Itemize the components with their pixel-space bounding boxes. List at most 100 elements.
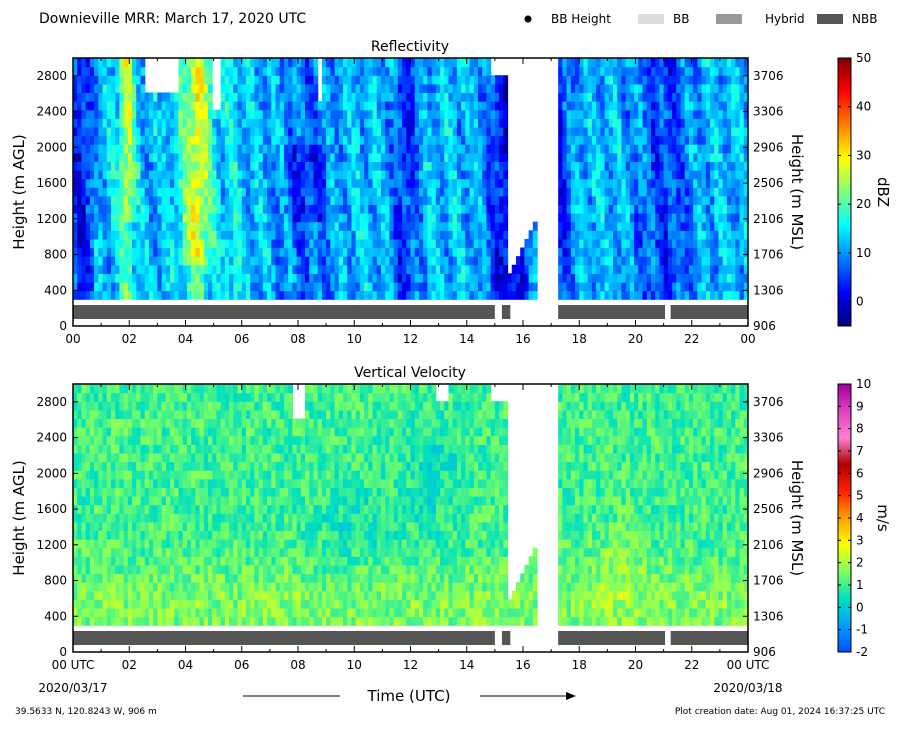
reflectivity-cell [136,291,141,300]
reflectivity-cell [533,265,538,274]
reflectivity-cell [676,230,681,239]
vertical-velocity-cell [128,530,133,539]
vertical-velocity-cell [162,384,167,393]
reflectivity-cell [136,256,141,265]
reflectivity-cell [457,291,462,300]
reflectivity-cell [714,222,719,231]
reflectivity-cell [81,256,86,265]
reflectivity-cell [478,110,483,119]
reflectivity-cell [478,248,483,257]
reflectivity-cell [377,239,382,248]
reflectivity-cell [284,84,289,93]
reflectivity-cell [246,92,251,101]
reflectivity-cell [204,161,209,170]
vertical-velocity-cell [157,427,162,436]
reflectivity-cell [381,282,386,291]
reflectivity-cell [246,213,251,222]
reflectivity-cell [571,161,576,170]
vertical-velocity-cell [111,530,116,539]
reflectivity-cell [292,239,297,248]
reflectivity-cell [444,179,449,188]
reflectivity-cell [562,127,567,136]
reflectivity-cell [596,248,601,257]
reflectivity-cell [124,291,129,300]
reflectivity-cell [571,67,576,76]
reflectivity-cell [149,127,154,136]
reflectivity-cell [191,230,196,239]
reflectivity-cell [457,110,462,119]
vertical-velocity-cell [174,384,179,393]
reflectivity-cell [402,153,407,162]
reflectivity-cell [685,144,690,153]
vertical-velocity-cell [81,513,86,522]
reflectivity-cell [368,213,373,222]
reflectivity-cell [474,179,479,188]
reflectivity-cell [419,204,424,213]
reflectivity-cell [394,291,399,300]
reflectivity-cell [394,144,399,153]
reflectivity-cell [398,179,403,188]
reflectivity-cell [415,127,420,136]
reflectivity-cell [529,248,534,257]
reflectivity-cell [647,101,652,110]
reflectivity-cell [313,75,318,84]
reflectivity-cell [259,213,264,222]
reflectivity-cell [693,273,698,282]
vertical-velocity-cell [90,513,95,522]
reflectivity-cell [503,230,508,239]
reflectivity-cell [735,75,740,84]
reflectivity-cell [107,136,112,145]
reflectivity-cell [411,75,416,84]
reflectivity-cell [651,101,656,110]
vertical-velocity-cell [94,384,99,393]
reflectivity-cell [444,67,449,76]
reflectivity-cell [609,230,614,239]
reflectivity-cell [132,265,137,274]
reflectivity-cell [647,110,652,119]
reflectivity-cell [98,282,103,291]
reflectivity-cell [621,256,626,265]
reflectivity-cell [702,179,707,188]
reflectivity-cell [178,291,183,300]
reflectivity-cell [626,222,631,231]
vertical-velocity-cell [157,565,162,574]
reflectivity-cell [368,265,373,274]
reflectivity-cell [183,265,188,274]
vertical-velocity-cell [90,496,95,505]
reflectivity-cell [128,58,133,67]
reflectivity-cell [288,92,293,101]
vertical-velocity-cell [77,444,82,453]
reflectivity-cell [263,256,268,265]
reflectivity-cell [647,179,652,188]
reflectivity-cell [351,273,356,282]
reflectivity-cell [499,118,504,127]
reflectivity-cell [301,196,306,205]
reflectivity-cell [330,127,335,136]
reflectivity-cell [313,127,318,136]
vertical-velocity-cell [81,530,86,539]
reflectivity-cell [419,239,424,248]
reflectivity-cell [119,127,124,136]
vertical-velocity-cell [178,513,183,522]
reflectivity-cell [723,273,728,282]
reflectivity-cell [347,118,352,127]
reflectivity-cell [225,110,230,119]
vertical-velocity-cell [136,436,141,445]
reflectivity-cell [364,144,369,153]
reflectivity-cell [461,222,466,231]
reflectivity-cell [626,273,631,282]
reflectivity-cell [444,222,449,231]
reflectivity-cell [153,179,158,188]
reflectivity-cell [364,291,369,300]
vertical-velocity-cell [115,565,120,574]
reflectivity-cell [693,179,698,188]
reflectivity-cell [246,161,251,170]
vertical-velocity-cell [136,556,141,565]
reflectivity-cell [453,256,458,265]
reflectivity-cell [411,58,416,67]
reflectivity-cell [318,153,323,162]
reflectivity-cell [153,256,158,265]
reflectivity-cell [600,58,605,67]
reflectivity-cell [339,67,344,76]
reflectivity-cell [280,213,285,222]
